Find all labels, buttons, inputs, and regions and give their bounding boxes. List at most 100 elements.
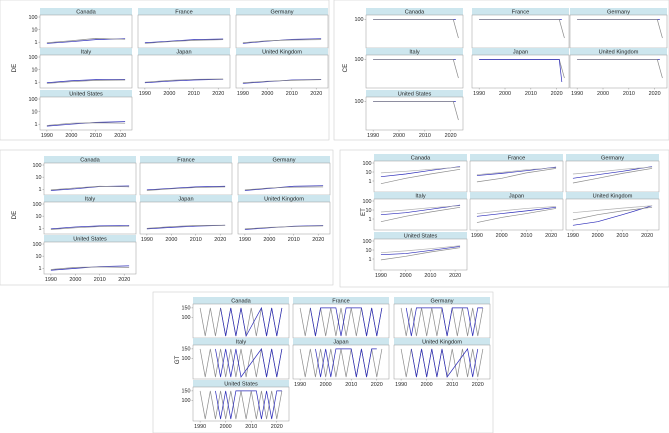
- series-line: [410, 348, 479, 378]
- panel-CE: CE Canada 100 France Germany Italy 100 Japan 199…: [333, 0, 669, 141]
- y-tick-label: 100: [363, 161, 372, 167]
- panel-DE_top: DE Canada 100 10 1 France Germany Italy 100 10 1 Ja…: [0, 0, 330, 141]
- facet-strip: [238, 156, 330, 163]
- series-line: [380, 205, 461, 213]
- y-tick-label: 100: [33, 163, 42, 169]
- facet-strip: [293, 297, 389, 304]
- y-tick-label: 10: [366, 248, 372, 254]
- facet-strip: [44, 156, 136, 163]
- x-tick-label: 1990: [473, 91, 485, 97]
- x-tick-label: 2000: [499, 91, 511, 97]
- x-tick-label: 2000: [592, 233, 604, 239]
- series-line: [373, 58, 459, 79]
- axis-label-y: CE: [342, 64, 349, 73]
- facet-strip: [138, 48, 230, 55]
- x-tick-label: 2010: [345, 382, 357, 388]
- facet-italy: Italy 100 10 1: [363, 192, 468, 231]
- facet-strip: [40, 8, 132, 15]
- series-line: [46, 122, 126, 126]
- x-tick-label: 1990: [395, 382, 407, 388]
- facet-title: Italy: [415, 193, 425, 199]
- series-line: [572, 205, 653, 214]
- x-tick-label: 2010: [288, 237, 300, 243]
- facet-title: Germany: [272, 157, 295, 163]
- y-tick-label: 1: [369, 257, 372, 263]
- series-line: [380, 246, 461, 256]
- facet-title: United States: [69, 91, 103, 97]
- y-tick-label: 10: [36, 254, 42, 260]
- facet-strip: [44, 195, 136, 202]
- y-tick-label: 100: [29, 15, 38, 21]
- y-tick-label: 100: [355, 17, 364, 23]
- series-line: [144, 78, 224, 84]
- y-tick-label: 1: [39, 226, 42, 232]
- x-tick-label: 2020: [545, 233, 557, 239]
- y-tick-label: 10: [32, 67, 38, 73]
- facet-japan: Japan 1990 2000 2010 2020: [139, 195, 233, 243]
- facet-strip: [238, 195, 330, 202]
- x-tick-label: 1990: [375, 273, 387, 279]
- series-line: [476, 167, 557, 176]
- facet-strip: [570, 48, 667, 55]
- facet-canada: Canada 100 10 1: [29, 8, 133, 49]
- facet-title: Canada: [76, 9, 96, 15]
- x-tick-label: 2010: [616, 233, 628, 239]
- series-line: [476, 206, 557, 214]
- y-tick-label: 1: [35, 80, 38, 86]
- facet-italy: Italy 100 10 1: [33, 195, 137, 235]
- series-line: [144, 39, 224, 44]
- series-line: [220, 306, 283, 338]
- y-tick-label: 1: [39, 266, 42, 272]
- facet-germany: Germany: [235, 8, 329, 49]
- series-line: [244, 225, 324, 230]
- facet-canada: Canada 100 10 1: [363, 154, 468, 193]
- plot-area: [137, 54, 231, 89]
- facet-strip: [394, 338, 490, 345]
- facet-title: Italy: [236, 339, 246, 345]
- facet-united-kingdom: United Kingdom 1990 2000 2010 2020: [569, 48, 668, 97]
- y-tick-label: 100: [33, 242, 42, 248]
- x-tick-label: 2020: [551, 91, 563, 97]
- facet-strip: [394, 297, 490, 304]
- y-tick-label: 100: [33, 202, 42, 208]
- x-tick-label: 2010: [623, 91, 635, 97]
- x-tick-label: 1990: [237, 91, 249, 97]
- y-tick-label: 100: [182, 398, 191, 404]
- plot-area: [139, 201, 233, 235]
- y-tick-label: 100: [355, 99, 364, 105]
- series-line: [572, 168, 653, 184]
- panel-DE_mid: DE Canada 100 10 1 France Germany Italy 100 10 1 Ja…: [0, 149, 334, 286]
- facet-france: France: [137, 8, 231, 49]
- y-tick-label: 10: [32, 27, 38, 33]
- facet-united-kingdom: United Kingdom 1990 2000 2010 2020: [393, 338, 491, 388]
- y-tick-label: 150: [182, 306, 191, 312]
- x-tick-label: 2020: [310, 91, 322, 97]
- axis-label-y: GT: [174, 355, 181, 364]
- y-tick-label: 100: [29, 55, 38, 61]
- series-line: [144, 38, 224, 44]
- facet-strip: [470, 154, 563, 161]
- facet-canada: Canada 150 100: [182, 297, 290, 339]
- series-line: [373, 19, 459, 39]
- facet-title: Canada: [411, 155, 431, 161]
- facet-title: United Kingdom: [599, 49, 639, 55]
- facet-germany: Germany: [569, 8, 668, 49]
- series-line: [309, 307, 383, 337]
- facet-france: France: [469, 154, 564, 193]
- facet-strip: [193, 297, 289, 304]
- series-line: [46, 78, 126, 84]
- facet-title: Japan: [176, 49, 191, 55]
- facet-germany: Germany: [565, 154, 660, 193]
- facet-strip: [138, 8, 230, 15]
- x-tick-label: 2000: [496, 233, 508, 239]
- facet-title: Japan: [509, 193, 524, 199]
- series-line: [50, 225, 130, 230]
- facet-france: France: [292, 297, 390, 339]
- series-line: [572, 206, 653, 221]
- y-tick-label: 100: [363, 239, 372, 245]
- plot-area: [365, 54, 464, 89]
- facet-title: Canada: [231, 298, 251, 304]
- facet-united-states: United States 100 1990 2000 2010 2020: [355, 90, 464, 139]
- panel-ET: ET Canada 100 10 1 France Germany Italy 100 10 1 Ja…: [339, 149, 669, 288]
